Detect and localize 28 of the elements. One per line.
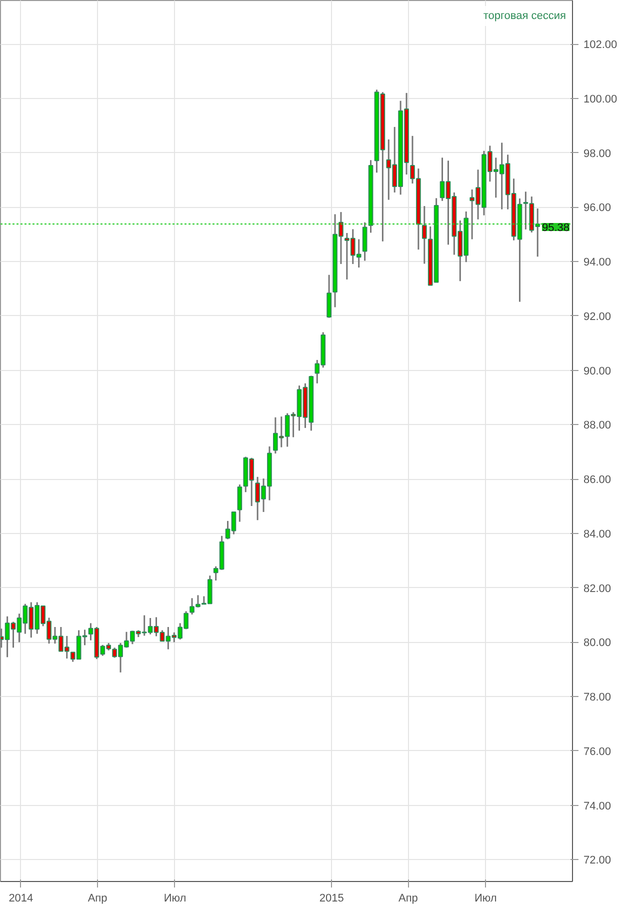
y-tick-label: 100.00 xyxy=(584,93,618,106)
x-tick-label: Июл xyxy=(474,892,497,904)
ref-line-label: 95.38 xyxy=(542,222,570,234)
x-tick-label: Апр xyxy=(88,892,108,904)
y-tick-label: 94.00 xyxy=(584,256,612,269)
text: торговая сессия xyxy=(483,10,566,22)
y-tick-label: 86.00 xyxy=(584,474,612,486)
candlestick xyxy=(326,274,332,319)
y-tick-label: 98.00 xyxy=(584,148,612,160)
y-tick-label: 78.00 xyxy=(584,692,612,704)
x-tick-label: 2015 xyxy=(319,892,344,904)
y-tick-label: 82.00 xyxy=(584,582,612,595)
y-tick-label: 96.00 xyxy=(584,202,612,214)
candlestick xyxy=(237,484,242,523)
y-tick-label: 102.00 xyxy=(584,39,618,52)
y-tick-label: 74.00 xyxy=(584,800,612,812)
y-tick-label: 72.00 xyxy=(584,854,612,867)
x-tick-label: 2014 xyxy=(8,892,34,904)
y-tick-label: 84.00 xyxy=(584,528,612,540)
x-tick-label: Июл xyxy=(164,892,186,904)
x-tick-label: Апр xyxy=(398,892,418,904)
candlestick xyxy=(362,222,368,262)
y-tick-label: 80.00 xyxy=(584,637,612,650)
y-tick-label: 76.00 xyxy=(584,746,612,758)
y-tick-label: 88.00 xyxy=(584,420,612,432)
y-tick-label: 92.00 xyxy=(584,310,612,323)
candlestick xyxy=(422,205,427,264)
y-tick-label: 90.00 xyxy=(584,365,612,378)
